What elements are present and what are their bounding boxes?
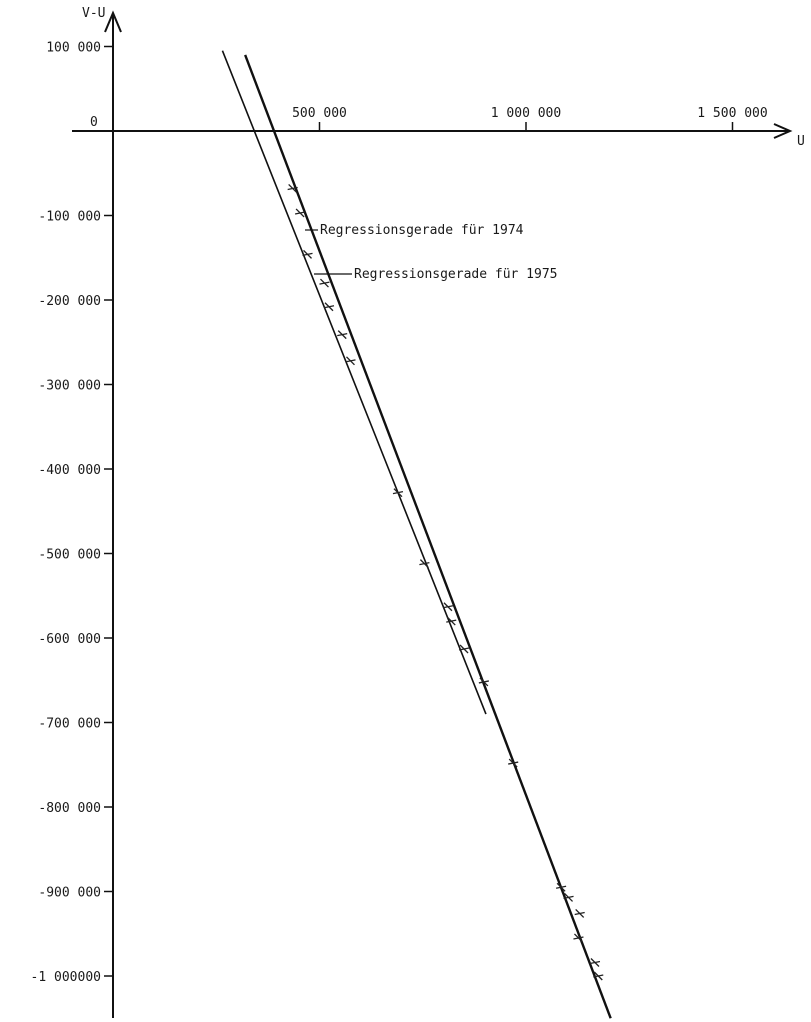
x-axis-label: U — [797, 134, 805, 149]
x-tick-label: 1 000 000 — [491, 106, 561, 121]
data-point — [442, 602, 454, 612]
data-point-stroke — [593, 974, 604, 978]
labels: V-U U 0 Regressionsgerade für 1974 Regre… — [31, 6, 805, 985]
y-tick-label: -500 000 — [38, 548, 101, 563]
x-axis-arrow — [773, 123, 793, 139]
y-axis-arrow — [104, 10, 122, 33]
data-point — [555, 882, 567, 892]
y-tick-label: -600 000 — [38, 632, 101, 647]
y-tick-label: -200 000 — [38, 294, 101, 309]
data-point-stroke — [337, 333, 348, 337]
data-point — [573, 933, 584, 943]
data-point-stroke — [392, 491, 404, 495]
y-tick-label: -400 000 — [38, 463, 101, 478]
data-point — [574, 909, 585, 918]
data-point — [302, 249, 313, 259]
data-point — [287, 184, 298, 193]
axes — [72, 10, 793, 1018]
y-tick-label: -700 000 — [38, 717, 101, 732]
data-point-stroke — [589, 960, 601, 965]
data-point — [593, 971, 604, 981]
x-tick-label: 1 500 000 — [697, 106, 767, 121]
y-tick-label: -100 000 — [38, 210, 101, 225]
data-point — [323, 302, 335, 312]
data-point-stroke — [319, 281, 330, 285]
regression-label-1974: Regressionsgerade für 1974 — [320, 223, 524, 238]
data-point — [419, 559, 430, 569]
data-point-stroke — [574, 911, 585, 916]
origin-label: 0 — [90, 115, 98, 130]
data-point-stroke — [419, 562, 430, 566]
y-tick-label: -900 000 — [38, 886, 101, 901]
y-tick-label: 100 000 — [46, 41, 101, 56]
regression-label-1975: Regressionsgerade für 1975 — [354, 267, 558, 282]
data-point-stroke — [294, 211, 306, 215]
data-point-stroke — [555, 885, 567, 889]
data-point — [337, 330, 348, 340]
data-point — [294, 208, 306, 218]
data-point-stroke — [442, 605, 454, 609]
y-tick-label: -1 000000 — [31, 970, 101, 985]
data-point-stroke — [323, 305, 335, 309]
data-point-stroke — [573, 936, 584, 940]
data-point — [392, 488, 404, 498]
data-point-stroke — [446, 619, 457, 623]
data-point-stroke — [563, 895, 574, 900]
y-tick-label: -800 000 — [38, 801, 101, 816]
data-point — [446, 616, 457, 626]
data-point — [458, 644, 470, 654]
y-tick-label: -300 000 — [38, 379, 101, 394]
data-point — [478, 677, 490, 687]
data-point-stroke — [458, 647, 470, 651]
regression-line-1974 — [244, 54, 612, 1019]
regression-lines — [221, 50, 612, 1019]
ticks — [104, 45, 734, 977]
y-axis-label: V-U — [82, 6, 105, 21]
data-point-stroke — [302, 252, 313, 257]
data-point — [589, 958, 601, 967]
data-points — [287, 184, 604, 981]
data-point — [508, 758, 519, 768]
data-point-stroke — [478, 680, 490, 684]
data-point — [563, 892, 574, 902]
data-point — [345, 356, 356, 366]
regression-line-1975 — [221, 50, 487, 715]
data-point — [319, 278, 330, 288]
data-point-stroke — [287, 186, 298, 191]
data-point-stroke — [345, 359, 356, 363]
x-tick-label: 500 000 — [292, 106, 347, 121]
data-point-stroke — [508, 761, 519, 765]
